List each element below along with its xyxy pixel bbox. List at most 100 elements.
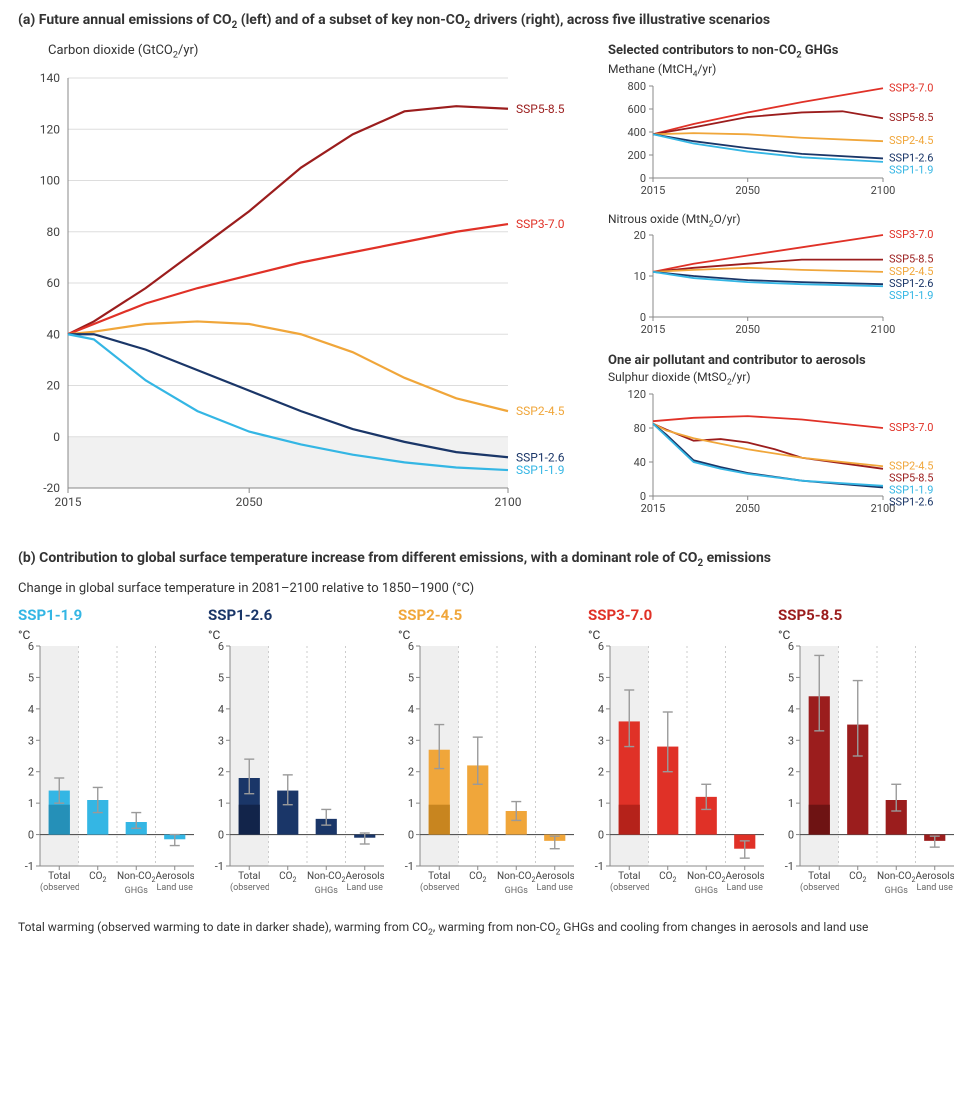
svg-text:2050: 2050 bbox=[735, 502, 760, 515]
footer-note: Total warming (observed warming to date … bbox=[18, 920, 948, 937]
svg-text:2: 2 bbox=[408, 766, 414, 779]
svg-text:2100: 2100 bbox=[495, 495, 522, 509]
svg-text:40: 40 bbox=[47, 328, 61, 342]
methane-title: Methane (MtCH4/yr) bbox=[608, 62, 948, 79]
svg-text:SSP2-4.5: SSP2-4.5 bbox=[516, 405, 565, 419]
section-b-subtitle: Change in global surface temperature in … bbox=[18, 581, 948, 596]
co2-chart-title: Carbon dioxide (GtCO2/yr) bbox=[18, 43, 588, 61]
bar-chart: -10123456Total(observed)CO2Non-CO2GHGsAe… bbox=[588, 642, 768, 902]
svg-text:60: 60 bbox=[47, 276, 61, 290]
svg-text:-1: -1 bbox=[215, 860, 224, 873]
svg-text:10: 10 bbox=[634, 270, 646, 283]
svg-text:2015: 2015 bbox=[641, 323, 666, 336]
co2-chart-container: Carbon dioxide (GtCO2/yr) -20 0 20 40 60 80 10… bbox=[18, 43, 588, 523]
svg-text:6: 6 bbox=[408, 642, 414, 653]
bar-y-unit: °C bbox=[778, 628, 958, 642]
bar-y-unit: °C bbox=[208, 628, 388, 642]
svg-text:4: 4 bbox=[598, 703, 604, 716]
svg-text:120: 120 bbox=[40, 123, 60, 137]
svg-text:6: 6 bbox=[28, 642, 34, 653]
n2o-title: Nitrous oxide (MtN2O/yr) bbox=[608, 212, 948, 229]
bar-panel-ssp126: SSP1-2.6°C-10123456Total(observed)CO2Non… bbox=[208, 606, 388, 906]
svg-text:80: 80 bbox=[47, 225, 61, 239]
svg-text:5: 5 bbox=[28, 672, 34, 685]
aerosol-header: One air pollutant and contributor to aer… bbox=[608, 353, 948, 368]
bar-y-unit: °C bbox=[588, 628, 768, 642]
svg-text:5: 5 bbox=[598, 672, 604, 685]
svg-text:-1: -1 bbox=[595, 860, 604, 873]
panel-b: (b) Contribution to global surface tempe… bbox=[18, 550, 948, 937]
svg-text:SSP5-8.5: SSP5-8.5 bbox=[516, 102, 565, 116]
svg-text:20: 20 bbox=[47, 379, 61, 393]
svg-text:3: 3 bbox=[218, 734, 224, 747]
svg-text:1: 1 bbox=[408, 797, 414, 810]
svg-text:3: 3 bbox=[598, 734, 604, 747]
bar-panels-row: SSP1-1.9°C-10123456Total(observed)CO2Non… bbox=[18, 606, 948, 906]
svg-text:SSP2-4.5: SSP2-4.5 bbox=[889, 134, 934, 147]
bar-panel-ssp585: SSP5-8.5°C-10123456Total(observed)CO2Non… bbox=[778, 606, 958, 906]
svg-text:2015: 2015 bbox=[641, 184, 666, 197]
svg-text:2: 2 bbox=[598, 766, 604, 779]
svg-text:4: 4 bbox=[28, 703, 34, 716]
so2-chart: 04080120201520502100SSP3-7.0SSP2-4.5SSP5… bbox=[608, 388, 948, 518]
svg-text:SSP1-1.9: SSP1-1.9 bbox=[889, 163, 934, 176]
svg-text:0: 0 bbox=[598, 829, 604, 842]
svg-text:6: 6 bbox=[788, 642, 794, 653]
svg-text:3: 3 bbox=[28, 734, 34, 747]
svg-text:0: 0 bbox=[28, 829, 34, 842]
svg-text:800: 800 bbox=[627, 80, 646, 93]
svg-text:-1: -1 bbox=[25, 860, 34, 873]
section-b-title: (b) Contribution to global surface tempe… bbox=[18, 550, 948, 569]
bar-panel-title: SSP1-1.9 bbox=[18, 606, 198, 624]
svg-text:5: 5 bbox=[788, 672, 794, 685]
methane-chart: 0200400600800201520502100SSP3-7.0SSP5-8.… bbox=[608, 80, 948, 200]
svg-text:400: 400 bbox=[627, 126, 646, 139]
bar-panel-title: SSP1-2.6 bbox=[208, 606, 388, 624]
svg-text:1: 1 bbox=[218, 797, 224, 810]
svg-text:-20: -20 bbox=[43, 481, 60, 495]
svg-text:4: 4 bbox=[408, 703, 414, 716]
svg-text:SSP3-7.0: SSP3-7.0 bbox=[889, 229, 934, 241]
bar-panel-ssp245: SSP2-4.5°C-10123456Total(observed)CO2Non… bbox=[398, 606, 578, 906]
bar-chart: -10123456Total(observed)CO2Non-CO2GHGsAe… bbox=[208, 642, 388, 902]
bar-panel-title: SSP2-4.5 bbox=[398, 606, 578, 624]
svg-text:0: 0 bbox=[408, 829, 414, 842]
svg-text:600: 600 bbox=[627, 103, 646, 116]
section-a-title: (a) Future annual emissions of CO2 (left… bbox=[18, 12, 948, 31]
svg-text:100: 100 bbox=[40, 174, 60, 188]
svg-text:20: 20 bbox=[634, 229, 646, 242]
svg-text:0: 0 bbox=[218, 829, 224, 842]
svg-text:SSP1-1.9: SSP1-1.9 bbox=[889, 289, 934, 302]
bar-panel-title: SSP3-7.0 bbox=[588, 606, 768, 624]
svg-text:-1: -1 bbox=[785, 860, 794, 873]
bar-y-unit: °C bbox=[398, 628, 578, 642]
svg-text:2: 2 bbox=[218, 766, 224, 779]
svg-text:SSP3-7.0: SSP3-7.0 bbox=[889, 81, 934, 94]
svg-text:1: 1 bbox=[28, 797, 34, 810]
svg-text:140: 140 bbox=[40, 71, 60, 85]
svg-text:2100: 2100 bbox=[871, 323, 896, 336]
bar-chart: -10123456Total(observed)CO2Non-CO2GHGsAe… bbox=[18, 642, 198, 902]
svg-text:3: 3 bbox=[788, 734, 794, 747]
svg-text:1: 1 bbox=[788, 797, 794, 810]
svg-text:0: 0 bbox=[788, 829, 794, 842]
so2-title: Sulphur dioxide (MtSO2/yr) bbox=[608, 370, 948, 387]
bar-y-unit: °C bbox=[18, 628, 198, 642]
svg-text:SSP5-8.5: SSP5-8.5 bbox=[889, 111, 934, 124]
bar-panel-ssp370: SSP3-7.0°C-10123456Total(observed)CO2Non… bbox=[588, 606, 768, 906]
svg-text:2015: 2015 bbox=[55, 495, 82, 509]
svg-text:6: 6 bbox=[218, 642, 224, 653]
svg-text:200: 200 bbox=[627, 149, 646, 162]
svg-text:2050: 2050 bbox=[735, 184, 760, 197]
svg-text:2: 2 bbox=[28, 766, 34, 779]
svg-text:2050: 2050 bbox=[236, 495, 263, 509]
bar-chart: -10123456Total(observed)CO2Non-CO2GHGsAe… bbox=[398, 642, 578, 902]
svg-text:4: 4 bbox=[218, 703, 224, 716]
svg-text:2015: 2015 bbox=[641, 502, 666, 515]
svg-text:120: 120 bbox=[627, 388, 646, 401]
svg-text:SSP1-2.6: SSP1-2.6 bbox=[889, 495, 934, 508]
svg-text:80: 80 bbox=[634, 422, 646, 435]
svg-text:0: 0 bbox=[53, 430, 60, 444]
n2o-chart: 01020201520502100SSP3-7.0SSP5-8.5SSP2-4.… bbox=[608, 229, 948, 339]
svg-text:40: 40 bbox=[634, 456, 646, 469]
